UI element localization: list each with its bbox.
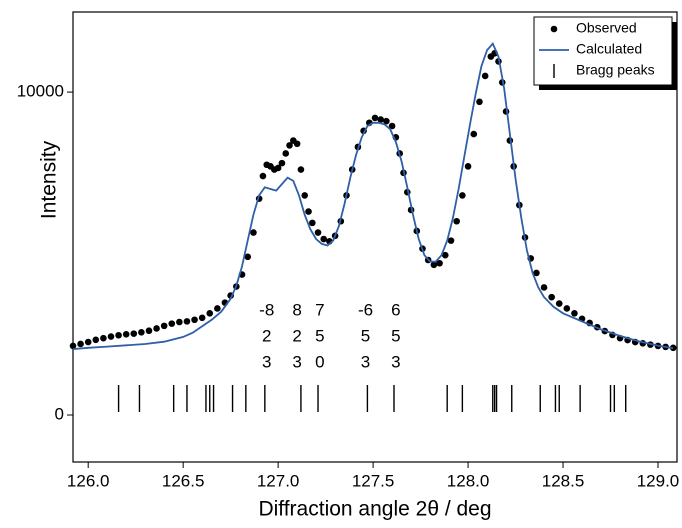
hkl-label: -8: [259, 300, 274, 319]
observed-point: [282, 150, 290, 157]
observed-point: [388, 122, 396, 130]
legend-label: Calculated: [576, 41, 642, 57]
observed-point: [286, 142, 293, 149]
hkl-label: 3: [292, 352, 301, 371]
observed-point: [470, 130, 478, 138]
observed-point: [377, 116, 384, 123]
observed-point: [533, 269, 540, 277]
observed-point: [441, 251, 449, 259]
observed-point: [383, 117, 390, 125]
hkl-label: 5: [315, 326, 324, 345]
legend-label: Bragg peaks: [576, 62, 655, 78]
observed-point: [138, 329, 145, 336]
observed-point: [555, 300, 563, 307]
observed-point: [430, 261, 438, 269]
hkl-label: 7: [315, 300, 324, 319]
observed-point: [297, 166, 305, 173]
observed-point: [571, 309, 578, 317]
observed-point: [453, 217, 460, 225]
y-axis-label: Intensity: [38, 140, 61, 219]
observed-point: [274, 164, 282, 172]
observed-point: [371, 114, 379, 122]
observed-point: [436, 259, 443, 267]
observed-point: [100, 334, 107, 342]
observed-point: [214, 305, 221, 312]
observed-point: [278, 159, 286, 167]
observed-point: [153, 325, 160, 332]
observed-point: [92, 336, 100, 344]
observed-point: [548, 293, 555, 301]
observed-point: [77, 340, 84, 348]
legend-marker: [550, 25, 558, 33]
observed-point: [259, 172, 267, 180]
observed-point: [69, 342, 77, 350]
observed-point: [309, 219, 316, 227]
y-tick-label: 0: [55, 404, 64, 423]
observed-point: [459, 192, 466, 199]
hkl-label: 6: [391, 300, 400, 319]
hkl-label: 2: [262, 326, 271, 345]
x-tick-label: 127.0: [257, 471, 300, 490]
observed-point: [206, 309, 214, 317]
x-tick-label: 126.0: [67, 471, 110, 490]
x-tick-label: 128.5: [542, 471, 585, 490]
hkl-label: 5: [391, 326, 400, 345]
observed-point: [250, 229, 257, 236]
observed-point: [305, 208, 312, 215]
observed-point: [293, 140, 301, 148]
observed-point: [563, 305, 571, 312]
observed-point: [464, 163, 472, 170]
hkl-label: 3: [361, 352, 370, 371]
hkl-label: -6: [358, 300, 373, 319]
hkl-label: 3: [262, 352, 271, 371]
observed-point: [107, 333, 115, 340]
legend-box: [533, 16, 673, 86]
observed-point: [84, 338, 92, 346]
observed-point: [160, 322, 168, 330]
observed-point: [320, 235, 328, 243]
observed-point: [198, 314, 206, 322]
observed-point: [447, 237, 455, 244]
y-tick-label: 10000: [17, 82, 64, 101]
observed-point: [115, 331, 122, 339]
observed-point: [130, 330, 138, 337]
observed-point: [122, 330, 130, 338]
x-tick-label: 126.5: [162, 471, 205, 490]
hkl-label: 3: [391, 352, 400, 371]
observed-point: [540, 284, 548, 291]
legend-label: Observed: [576, 20, 637, 36]
x-tick-label: 127.5: [352, 471, 395, 490]
observed-point: [168, 320, 176, 327]
hkl-label: 2: [292, 326, 301, 345]
observed-point: [314, 229, 322, 236]
observed-point: [183, 318, 191, 325]
hkl-label: 5: [361, 326, 370, 345]
hkl-label: 0: [315, 352, 324, 371]
x-tick-label: 129.0: [637, 471, 680, 490]
x-tick-label: 128.0: [447, 471, 490, 490]
observed-point: [481, 72, 489, 80]
x-axis-label: Diffraction angle 2θ / deg: [258, 498, 491, 521]
hkl-label: 8: [292, 300, 301, 319]
observed-point: [145, 327, 153, 335]
observed-point: [476, 98, 483, 106]
observed-point: [301, 192, 309, 199]
calculated-line: [72, 41, 674, 350]
observed-point: [244, 253, 252, 261]
observed-point: [176, 318, 183, 326]
observed-point: [191, 316, 198, 324]
plot-frame: [72, 11, 678, 463]
